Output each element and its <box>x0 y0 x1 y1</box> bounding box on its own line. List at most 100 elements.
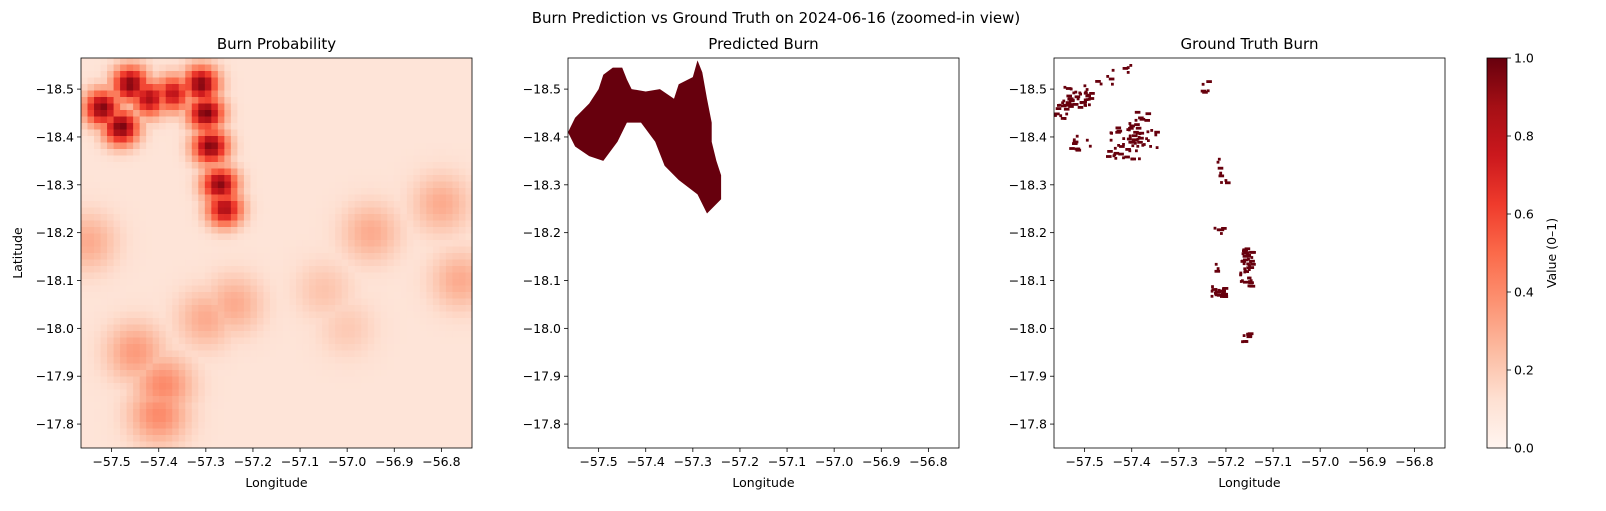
heat-cell <box>94 246 102 254</box>
heat-cell <box>387 259 395 267</box>
heat-cell <box>107 376 115 384</box>
heat-cell <box>133 214 141 222</box>
burn-pixel <box>1122 156 1125 160</box>
figure-title: Burn Prediction vs Ground Truth on 2024-… <box>532 9 1021 27</box>
heat-cell <box>341 90 349 98</box>
heat-cell <box>361 149 369 157</box>
heat-cell <box>185 71 193 79</box>
heat-cell <box>126 175 134 183</box>
heat-cell <box>152 110 160 118</box>
heat-cell <box>224 357 232 365</box>
heat-cell <box>250 318 258 326</box>
axes-frame <box>80 57 473 449</box>
heat-cell <box>452 142 460 150</box>
heat-cell <box>191 253 199 261</box>
heat-cell <box>439 129 447 137</box>
heat-cell <box>185 97 193 105</box>
heat-cell <box>230 58 238 66</box>
heat-cell <box>400 285 408 293</box>
heat-cell <box>139 64 147 72</box>
heat-cell <box>465 266 472 274</box>
burn-pixel <box>1136 144 1140 148</box>
heat-cell <box>289 305 297 313</box>
heat-cell <box>283 90 291 98</box>
heat-cell <box>146 357 154 365</box>
heat-cell <box>413 259 421 267</box>
burn-pixel <box>1135 149 1138 153</box>
heat-cell <box>230 318 238 326</box>
heat-cell <box>289 181 297 189</box>
heat-cell <box>445 357 454 365</box>
heat-cell <box>198 90 206 98</box>
heat-cell <box>178 370 186 378</box>
heat-cell <box>139 376 147 384</box>
heat-cell <box>165 207 173 215</box>
heat-cell <box>94 214 102 222</box>
burn-pixel <box>1060 117 1067 120</box>
heat-cell <box>374 357 382 365</box>
axes-frame <box>1053 57 1446 449</box>
heat-cell <box>380 142 388 150</box>
heat-cell <box>432 259 441 267</box>
heat-cell <box>224 162 232 170</box>
heat-cell <box>335 350 343 358</box>
heat-cell <box>322 383 330 391</box>
heat-cell <box>309 363 317 371</box>
heat-cell <box>426 266 434 274</box>
heat-cell <box>289 253 297 261</box>
heat-cell <box>322 305 330 313</box>
heat-cell <box>269 240 278 248</box>
heat-cell <box>126 298 134 306</box>
heat-cell <box>217 181 225 189</box>
heat-cell <box>198 77 206 85</box>
heat-cell <box>139 337 147 345</box>
heat-cell <box>387 214 395 222</box>
heat-cell <box>159 129 167 137</box>
heat-cell <box>269 259 278 267</box>
heat-cell <box>309 110 317 118</box>
heat-cell <box>204 311 212 319</box>
heat-cell <box>250 123 258 131</box>
heat-cell <box>361 142 369 150</box>
heat-cell <box>458 402 467 410</box>
heat-cell <box>146 383 154 391</box>
heat-cell <box>458 311 467 319</box>
heat-cell <box>374 188 382 196</box>
heat-cell <box>107 155 115 163</box>
heat-cell <box>133 162 141 170</box>
heat-cell <box>120 97 128 105</box>
heat-cell <box>465 441 472 448</box>
heat-cell <box>100 71 108 79</box>
heat-cell <box>152 246 160 254</box>
heat-cell <box>335 318 343 326</box>
heat-cell <box>178 194 186 202</box>
heat-cell <box>367 272 375 280</box>
heat-cell <box>380 84 388 92</box>
heat-cell <box>133 383 141 391</box>
heat-cell <box>419 441 427 448</box>
heat-cell <box>178 84 186 92</box>
heat-cell <box>211 84 219 92</box>
heat-cell <box>159 311 167 319</box>
burn-pixel <box>1072 140 1079 144</box>
heat-cell <box>94 428 102 436</box>
heat-cell <box>289 396 297 404</box>
heat-cell <box>354 58 362 66</box>
heat-cell <box>191 84 199 92</box>
heat-cell <box>94 415 102 423</box>
heat-cell <box>439 344 447 352</box>
heat-cell <box>172 220 180 228</box>
heat-cell <box>185 227 193 235</box>
heat-cell <box>406 188 414 196</box>
heat-cell <box>100 240 108 248</box>
heat-cell <box>263 58 271 66</box>
heat-cell <box>191 64 199 72</box>
heat-cell <box>211 357 219 365</box>
heat-cell <box>185 415 193 423</box>
burn-pixel <box>1217 157 1221 161</box>
heat-cell <box>256 292 265 300</box>
heat-cell <box>126 246 134 254</box>
heat-cell <box>113 214 121 222</box>
burn-pixel <box>1133 130 1139 134</box>
heat-cell <box>458 428 467 436</box>
